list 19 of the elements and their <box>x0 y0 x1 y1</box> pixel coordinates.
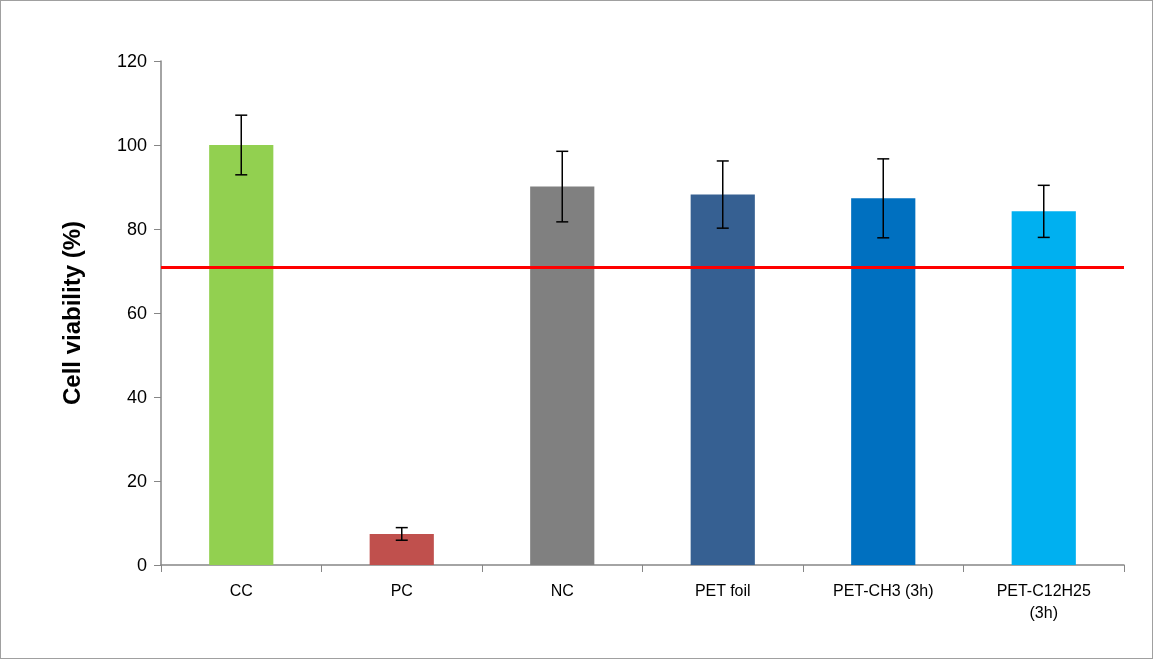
x-tick-label: PET-C12H25 (3h) <box>996 581 1091 621</box>
bar <box>851 198 916 565</box>
x-tick-label: CC <box>229 581 253 599</box>
y-tick-label: 0 <box>136 555 147 575</box>
x-tick-label: NC <box>550 581 574 599</box>
y-tick-label: 40 <box>126 387 147 407</box>
y-tick-label: 20 <box>126 471 147 491</box>
x-tick-label: PC <box>390 581 413 599</box>
bar <box>690 194 755 565</box>
y-axis-title: Cell viability (%) <box>57 220 85 406</box>
y-tick-label: 60 <box>126 303 147 323</box>
bar <box>1011 211 1076 565</box>
bar <box>369 533 434 565</box>
x-tick-label: PET-CH3 (3h) <box>833 581 934 599</box>
y-tick-label: 80 <box>126 219 147 239</box>
bar <box>209 145 274 565</box>
y-tick-label: 120 <box>116 51 147 71</box>
y-tick-label: 100 <box>116 135 147 155</box>
x-tick-label: PET foil <box>694 581 751 599</box>
